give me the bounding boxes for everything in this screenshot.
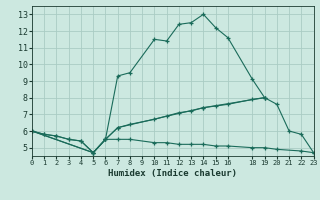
X-axis label: Humidex (Indice chaleur): Humidex (Indice chaleur) — [108, 169, 237, 178]
